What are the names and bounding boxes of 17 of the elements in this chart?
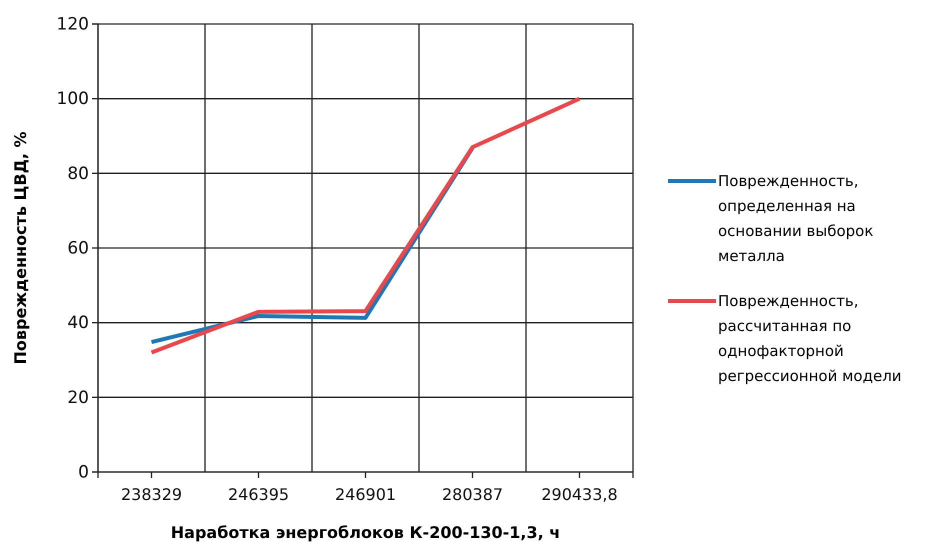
- y-tick-label: 120: [56, 14, 89, 34]
- y-tick-label: 100: [56, 89, 89, 110]
- x-tick-label: 290433,8: [541, 485, 618, 504]
- y-axis-title: Поврежденность ЦВД, %: [11, 131, 30, 365]
- x-axis-title: Наработка энергоблоков К-200-130-1,3, ч: [170, 523, 560, 542]
- line-series: [150, 96, 582, 355]
- x-tick-label: 280387: [442, 485, 504, 504]
- y-tick-label: 80: [67, 164, 89, 184]
- y-tick-label: 0: [78, 462, 89, 482]
- legend-label: Поврежденность, рассчитанная по однофакторной регрессионной модели: [718, 292, 902, 385]
- y-tick-label: 20: [67, 388, 89, 408]
- x-tick-label: 246901: [334, 485, 396, 504]
- legend-label: Поврежденность, определенная на основании выборок металла: [718, 172, 874, 265]
- x-tick-label: 246395: [228, 485, 290, 504]
- y-tick-label: 60: [67, 238, 89, 258]
- x-tick-label: 238329: [120, 485, 182, 504]
- y-tick-label: 40: [67, 313, 89, 334]
